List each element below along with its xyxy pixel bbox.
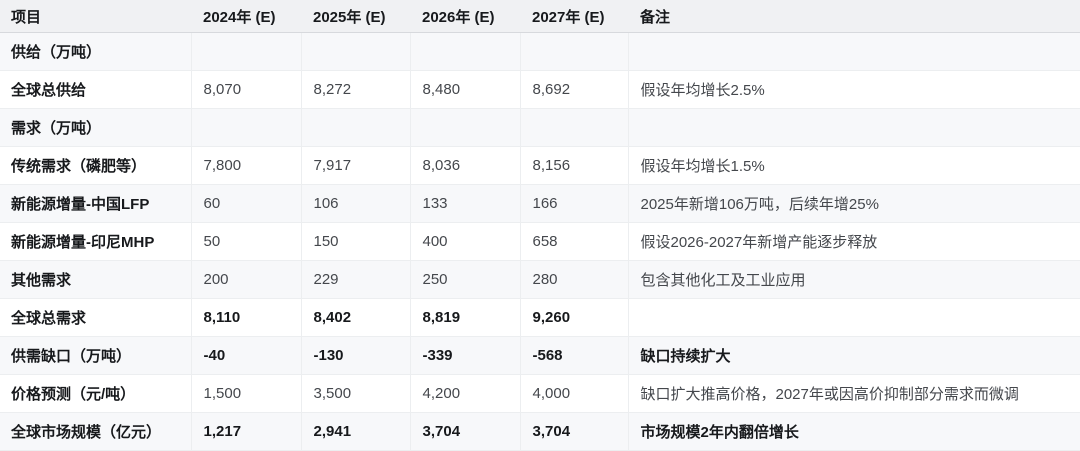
row-label-cell: 供给（万吨） [0,32,192,71]
value-2025-cell: 2,941 [301,412,411,451]
value-2027-cell: 4,000 [520,374,629,413]
value-2026-cell: 8,480 [410,70,521,109]
value-2025-cell: 8,402 [301,298,411,337]
row-global-market-size: 全球市场规模（亿元） 1,217 2,941 3,704 3,704 市场规模2… [0,412,1080,451]
row-other-demand: 其他需求 200 229 250 280 包含其他化工及工业应用 [0,260,1080,299]
note-cell: 假设年均增长2.5% [628,70,1080,109]
note-cell [628,298,1080,337]
value-2026-cell [410,108,521,147]
note-cell: 市场规模2年内翻倍增长 [628,412,1080,451]
value-2024-cell: 200 [191,260,302,299]
row-global-total-demand: 全球总需求 8,110 8,402 8,819 9,260 [0,298,1080,337]
note-cell [628,108,1080,147]
col-header-2027e: 2027年 (E) [520,0,628,33]
row-supply-demand-gap: 供需缺口（万吨） -40 -130 -339 -568 缺口持续扩大 [0,336,1080,375]
note-cell: 缺口扩大推高价格，2027年或因高价抑制部分需求而微调 [628,374,1080,413]
value-2027-cell: -568 [520,336,629,375]
value-2025-cell: 150 [301,222,411,261]
note-cell: 假设2026-2027年新增产能逐步释放 [628,222,1080,261]
row-label-cell: 供需缺口（万吨） [0,336,192,375]
value-2025-cell: 106 [301,184,411,223]
row-label-cell: 传统需求（磷肥等） [0,146,192,185]
value-2024-cell [191,32,302,71]
note-cell [628,32,1080,71]
value-2027-cell: 280 [520,260,629,299]
value-2025-cell: -130 [301,336,411,375]
value-2027-cell: 3,704 [520,412,629,451]
value-2026-cell: 8,036 [410,146,521,185]
value-2026-cell: 250 [410,260,521,299]
row-label-cell: 全球市场规模（亿元） [0,412,192,451]
value-2024-cell [191,108,302,147]
value-2027-cell: 658 [520,222,629,261]
value-2026-cell: 8,819 [410,298,521,337]
row-global-total-supply: 全球总供给 8,070 8,272 8,480 8,692 假设年均增长2.5% [0,70,1080,109]
value-2024-cell: 7,800 [191,146,302,185]
col-header-2024e: 2024年 (E) [191,0,301,33]
value-2024-cell: -40 [191,336,302,375]
row-label-cell: 全球总供给 [0,70,192,109]
row-label-cell: 新能源增量-印尼MHP [0,222,192,261]
table-header: 项目 2024年 (E) 2025年 (E) 2026年 (E) 2027年 (… [0,0,1080,33]
row-nev-increment-indonesia-mhp: 新能源增量-印尼MHP 50 150 400 658 假设2026-2027年新… [0,222,1080,261]
row-label-cell: 价格预测（元/吨） [0,374,192,413]
row-label-cell: 其他需求 [0,260,192,299]
value-2027-cell: 9,260 [520,298,629,337]
value-2026-cell: 4,200 [410,374,521,413]
table-body: 供给（万吨） 全球总供给 8,070 8,272 8,480 8,692 假设年… [0,32,1080,451]
value-2027-cell: 166 [520,184,629,223]
value-2027-cell: 8,692 [520,70,629,109]
note-cell: 缺口持续扩大 [628,336,1080,375]
row-label-cell: 需求（万吨） [0,108,192,147]
row-label-cell: 新能源增量-中国LFP [0,184,192,223]
value-2026-cell: 133 [410,184,521,223]
value-2027-cell: 8,156 [520,146,629,185]
value-2027-cell [520,32,629,71]
value-2024-cell: 1,500 [191,374,302,413]
col-header-item: 项目 [0,0,191,33]
row-supply-section: 供给（万吨） [0,32,1080,71]
value-2027-cell [520,108,629,147]
value-2024-cell: 1,217 [191,412,302,451]
col-header-2026e: 2026年 (E) [410,0,520,33]
row-nev-increment-china-lfp: 新能源增量-中国LFP 60 106 133 166 2025年新增106万吨，… [0,184,1080,223]
value-2025-cell [301,32,411,71]
row-label-cell: 全球总需求 [0,298,192,337]
row-price-forecast: 价格预测（元/吨） 1,500 3,500 4,200 4,000 缺口扩大推高… [0,374,1080,413]
value-2025-cell [301,108,411,147]
value-2025-cell: 3,500 [301,374,411,413]
value-2026-cell: 3,704 [410,412,521,451]
header-row: 项目 2024年 (E) 2025年 (E) 2026年 (E) 2027年 (… [0,0,1080,33]
value-2025-cell: 8,272 [301,70,411,109]
row-traditional-demand: 传统需求（磷肥等） 7,800 7,917 8,036 8,156 假设年均增长… [0,146,1080,185]
note-cell: 包含其他化工及工业应用 [628,260,1080,299]
value-2025-cell: 229 [301,260,411,299]
value-2026-cell: 400 [410,222,521,261]
value-2024-cell: 50 [191,222,302,261]
value-2024-cell: 60 [191,184,302,223]
col-header-notes: 备注 [628,0,1080,33]
note-cell: 假设年均增长1.5% [628,146,1080,185]
value-2024-cell: 8,070 [191,70,302,109]
note-cell: 2025年新增106万吨，后续年增25% [628,184,1080,223]
value-2026-cell: -339 [410,336,521,375]
value-2025-cell: 7,917 [301,146,411,185]
col-header-2025e: 2025年 (E) [301,0,410,33]
value-2024-cell: 8,110 [191,298,302,337]
value-2026-cell [410,32,521,71]
row-demand-section: 需求（万吨） [0,108,1080,147]
